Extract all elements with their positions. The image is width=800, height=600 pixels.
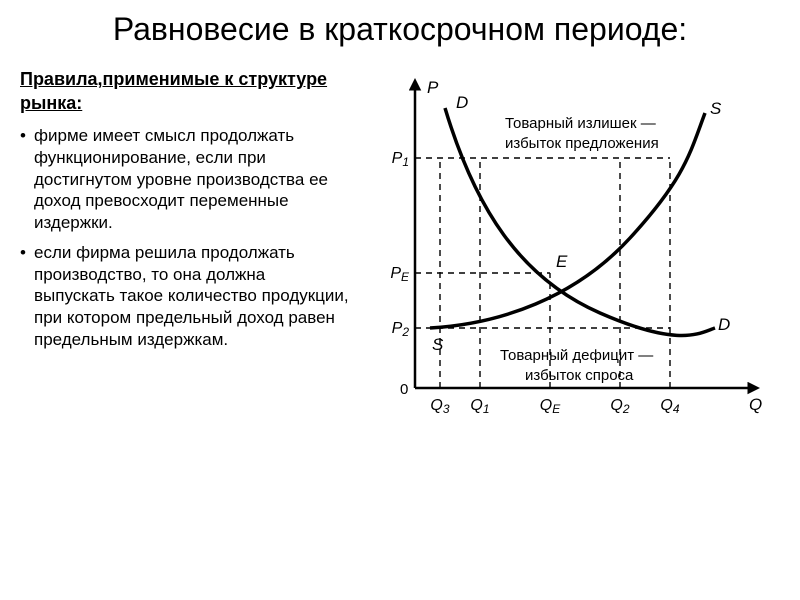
rules-subheading: Правила,применимые к структуре рынка: xyxy=(20,68,350,115)
svg-text:Товарный излишек —: Товарный излишек — xyxy=(505,115,656,132)
svg-text:Q3: Q3 xyxy=(430,397,449,416)
svg-text:избыток предложения: избыток предложения xyxy=(505,135,659,152)
bullet-item: если фирма решила продолжать производств… xyxy=(20,242,350,351)
svg-text:Q2: Q2 xyxy=(610,397,629,416)
svg-text:P: P xyxy=(427,78,439,97)
svg-text:PE: PE xyxy=(390,265,410,284)
svg-text:0: 0 xyxy=(400,381,408,398)
svg-text:QE: QE xyxy=(540,397,561,416)
svg-text:P2: P2 xyxy=(392,320,410,339)
svg-text:D: D xyxy=(718,315,730,334)
right-column: P Q 0 D S D S E P1 PE P2 Q3 Q1 QE Q2 Q4 Товарный излишек… xyxy=(360,68,780,438)
slide-title: Равновесие в краткосрочном периоде: xyxy=(20,10,780,48)
svg-text:Q1: Q1 xyxy=(470,397,489,416)
svg-text:D: D xyxy=(456,93,468,112)
svg-text:Q: Q xyxy=(749,395,762,414)
bullet-item: фирме имеет смысл продолжать функциониро… xyxy=(20,125,350,234)
svg-text:E: E xyxy=(556,252,568,271)
content-row: Правила,применимые к структуре рынка: фи… xyxy=(20,68,780,438)
svg-text:Q4: Q4 xyxy=(660,397,679,416)
svg-text:Товарный дефицит —: Товарный дефицит — xyxy=(500,347,653,364)
svg-text:S: S xyxy=(710,99,722,118)
equilibrium-chart: P Q 0 D S D S E P1 PE P2 Q3 Q1 QE Q2 Q4 Товарный излишек… xyxy=(360,68,780,438)
bullet-list: фирме имеет смысл продолжать функциониро… xyxy=(20,125,350,351)
svg-text:S: S xyxy=(432,335,444,354)
left-column: Правила,применимые к структуре рынка: фи… xyxy=(20,68,350,438)
svg-text:избыток спроса: избыток спроса xyxy=(525,367,634,384)
svg-text:P1: P1 xyxy=(392,150,409,169)
slide-root: Равновесие в краткосрочном периоде: Прав… xyxy=(0,0,800,600)
